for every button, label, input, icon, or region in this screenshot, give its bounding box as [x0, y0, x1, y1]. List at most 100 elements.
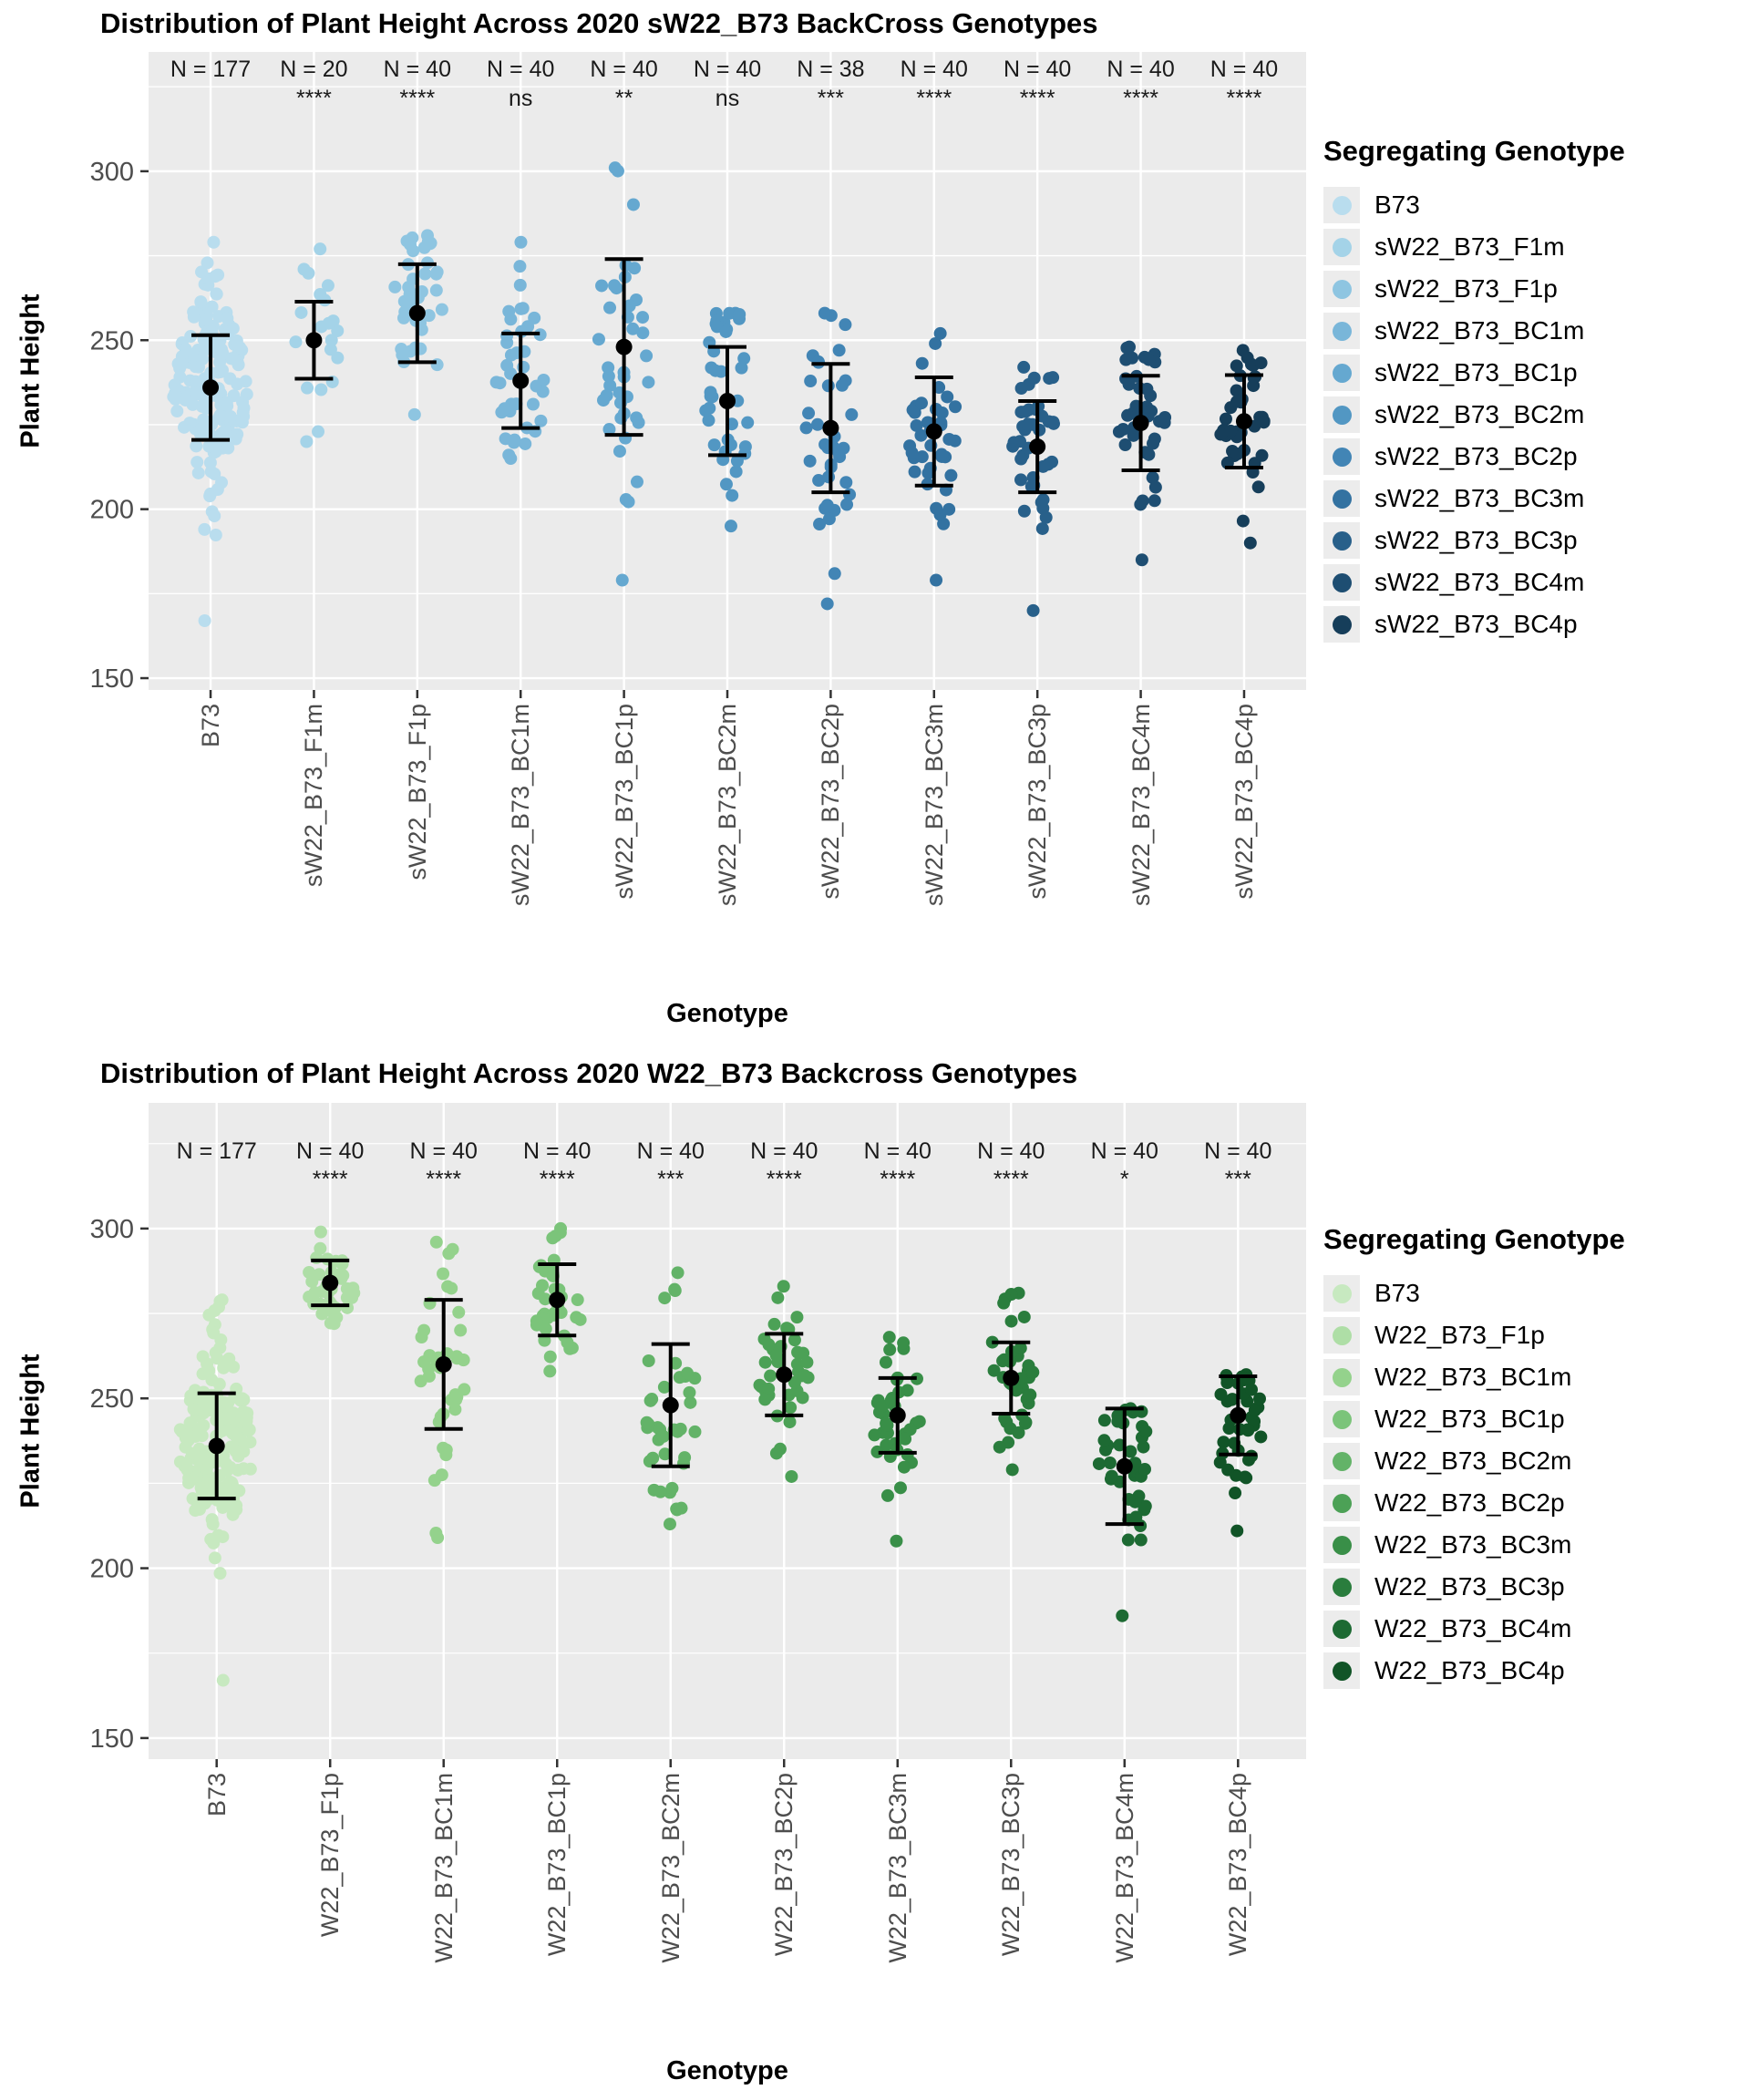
legend-item: W22_B73_BC1p [1323, 1398, 1745, 1440]
data-point [198, 522, 211, 536]
significance-label: **** [993, 1167, 1029, 1192]
data-point [1245, 1383, 1259, 1396]
data-point [719, 324, 733, 338]
data-point [186, 397, 200, 411]
significance-label: *** [657, 1167, 684, 1192]
data-point [785, 1469, 798, 1483]
data-point [668, 1282, 682, 1296]
legend-item: sW22_B73_F1p [1323, 268, 1745, 310]
data-point [730, 454, 744, 468]
x-tick-label: sW22_B73_BC2p [817, 704, 845, 900]
legend-item-label: W22_B73_BC3m [1374, 1530, 1572, 1559]
data-point [223, 409, 237, 423]
x-tick-label: sW22_B73_BC4m [1127, 704, 1155, 907]
legend-dot-icon [1332, 1367, 1352, 1387]
data-point [212, 1480, 226, 1494]
data-point [788, 1375, 801, 1389]
data-point [1116, 1609, 1129, 1622]
n-count-label: N = 38 [797, 57, 864, 82]
data-point [1046, 417, 1060, 430]
mean-point [1235, 413, 1252, 430]
legend-dot-icon [1332, 489, 1352, 509]
data-point [688, 1425, 702, 1438]
data-point [223, 1460, 237, 1474]
data-point [921, 467, 935, 480]
legend-item: B73 [1323, 184, 1745, 226]
data-point [229, 1445, 242, 1458]
data-point [1035, 521, 1049, 535]
legend-key [1323, 1359, 1360, 1395]
data-point [656, 1429, 670, 1443]
n-count-label: N = 40 [523, 1138, 591, 1164]
data-point [1122, 377, 1136, 391]
data-point [415, 1331, 428, 1344]
data-point [208, 1551, 221, 1565]
data-point [1257, 416, 1271, 429]
data-point [1014, 473, 1028, 487]
data-point [331, 324, 345, 337]
significance-label: **** [767, 1167, 802, 1192]
data-point [539, 1322, 552, 1335]
data-point [500, 335, 514, 349]
legend-dot-icon [1332, 321, 1352, 341]
data-point [1138, 1462, 1151, 1476]
data-point [1145, 404, 1158, 417]
legend-dot-icon [1332, 237, 1352, 257]
data-point [821, 379, 835, 393]
data-point [1019, 1415, 1033, 1429]
legend-dot-icon [1332, 447, 1352, 467]
data-point [908, 465, 921, 479]
data-point [640, 1415, 654, 1429]
data-point [726, 489, 739, 502]
data-point [435, 1468, 448, 1482]
data-point [843, 488, 857, 501]
data-point [1225, 1393, 1239, 1406]
mean-point [822, 419, 839, 437]
data-point [528, 311, 541, 324]
data-point [707, 438, 721, 452]
data-point [1004, 1314, 1018, 1328]
data-point [827, 440, 840, 454]
data-point [703, 401, 716, 415]
mean-point [1029, 438, 1046, 456]
data-point [949, 400, 962, 414]
y-tick-label: 150 [90, 664, 134, 694]
n-count-label: N = 40 [410, 1138, 478, 1164]
data-point [802, 407, 816, 420]
legend-item: sW22_B73_BC3p [1323, 520, 1745, 561]
data-point [758, 1355, 772, 1369]
data-point [1103, 1456, 1117, 1469]
data-point [933, 326, 947, 340]
data-point [179, 343, 192, 356]
data-point [893, 1481, 907, 1495]
data-point [208, 467, 221, 480]
data-point [640, 349, 654, 363]
data-point [324, 343, 337, 356]
data-point [1236, 514, 1250, 528]
data-point [213, 1567, 227, 1580]
n-count-label: N = 177 [177, 1138, 257, 1164]
legend-item: sW22_B73_BC3m [1323, 478, 1745, 520]
data-point [1046, 371, 1060, 385]
data-point [882, 1331, 896, 1344]
data-point [1138, 1499, 1152, 1513]
data-point [533, 328, 547, 342]
data-point [450, 1352, 464, 1365]
legend-key [1323, 1569, 1360, 1605]
data-point [202, 1364, 216, 1377]
data-point [430, 358, 444, 372]
data-point [200, 313, 213, 326]
significance-label: *** [818, 86, 844, 111]
data-point [1221, 1463, 1235, 1477]
data-point [1243, 536, 1257, 550]
data-point [178, 420, 191, 434]
data-point [764, 1369, 777, 1383]
data-point [654, 1485, 667, 1498]
data-point [592, 333, 605, 346]
data-point [192, 1502, 206, 1516]
x-tick-label: sW22_B73_F1p [403, 704, 431, 880]
n-count-label: N = 40 [977, 1138, 1045, 1164]
legend-dot-icon [1332, 614, 1352, 634]
x-tick-label: sW22_B73_BC2m [714, 704, 741, 907]
data-point [608, 279, 622, 293]
